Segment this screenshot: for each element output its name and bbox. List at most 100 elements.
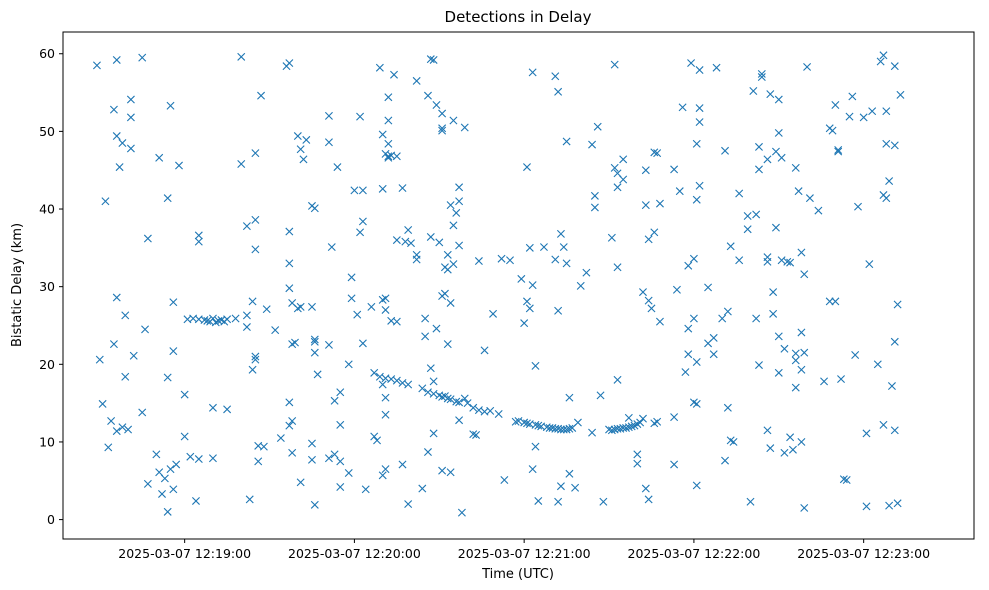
data-point <box>392 152 401 161</box>
data-point <box>257 91 266 100</box>
data-point <box>774 95 783 104</box>
data-point <box>237 160 246 168</box>
data-point <box>692 139 701 148</box>
data-point <box>384 152 393 161</box>
data-point <box>330 396 339 405</box>
chart-title: Detections in Delay <box>445 8 592 26</box>
data-point <box>248 365 257 374</box>
data-point <box>684 350 693 359</box>
data-point <box>571 483 580 492</box>
data-point <box>500 476 509 484</box>
data-point <box>723 403 732 412</box>
data-point <box>638 288 647 297</box>
data-point <box>302 135 311 144</box>
data-point <box>223 315 232 324</box>
data-point <box>695 104 704 113</box>
y-tick-label: 0 <box>47 512 55 527</box>
data-point <box>118 139 127 148</box>
data-point <box>562 259 571 268</box>
data-point <box>743 225 752 234</box>
data-point <box>381 393 390 402</box>
data-point <box>771 223 780 232</box>
data-point <box>525 243 534 252</box>
data-point <box>783 257 792 266</box>
data-point <box>675 187 684 196</box>
data-point <box>208 314 217 323</box>
data-point <box>721 456 730 465</box>
data-point <box>126 113 135 122</box>
data-point <box>828 126 837 135</box>
data-point <box>655 317 664 326</box>
data-point <box>641 166 650 175</box>
data-point <box>109 340 118 349</box>
data-point <box>882 194 891 203</box>
data-point <box>743 212 752 220</box>
data-point <box>285 59 294 68</box>
data-point <box>440 289 449 298</box>
data-point <box>336 420 345 429</box>
data-point <box>879 420 888 429</box>
data-point <box>726 242 735 251</box>
data-point <box>438 466 447 475</box>
data-point <box>763 426 772 435</box>
data-point <box>288 416 297 425</box>
data-point <box>754 361 763 370</box>
data-point <box>112 55 121 64</box>
data-point <box>757 73 766 82</box>
y-tick-label: 40 <box>39 202 55 217</box>
data-point <box>551 72 560 81</box>
data-point <box>692 399 701 408</box>
data-point <box>138 53 147 62</box>
data-point <box>814 206 823 215</box>
data-point <box>865 260 874 269</box>
data-point <box>194 237 203 246</box>
data-point <box>876 57 885 66</box>
data-point <box>752 210 761 219</box>
data-point <box>438 392 447 401</box>
data-point <box>893 300 902 309</box>
data-point <box>681 368 690 377</box>
data-point <box>404 225 413 234</box>
data-point <box>766 90 775 99</box>
x-axis-ticks: 2025-03-07 12:19:00 2025-03-07 12:20:00 20… <box>118 539 930 561</box>
data-point <box>310 500 319 509</box>
data-point <box>890 337 899 346</box>
data-point <box>378 380 387 389</box>
data-point <box>590 203 599 212</box>
data-point <box>313 370 322 379</box>
data-point <box>398 460 407 469</box>
data-point <box>531 442 540 451</box>
data-point <box>627 422 636 431</box>
data-point <box>678 103 687 112</box>
data-point <box>862 429 871 438</box>
data-point <box>333 163 342 172</box>
data-point <box>412 76 421 85</box>
data-point <box>633 459 642 468</box>
x-tick-label: 2025-03-07 12:21:00 <box>458 546 591 561</box>
data-point <box>723 307 732 316</box>
data-point <box>163 373 172 382</box>
data-point <box>605 425 614 434</box>
data-point <box>307 455 316 464</box>
data-point <box>528 465 537 474</box>
data-point <box>336 457 345 466</box>
data-point <box>208 403 217 412</box>
data-point <box>384 116 393 125</box>
data-point <box>254 457 263 466</box>
data-point <box>480 346 489 355</box>
data-point <box>554 87 563 96</box>
data-point <box>418 384 427 393</box>
data-points <box>92 51 905 517</box>
data-point <box>562 137 571 146</box>
data-point <box>296 145 305 154</box>
data-point <box>310 348 319 357</box>
data-point <box>619 155 628 164</box>
data-point <box>647 304 656 313</box>
data-point <box>486 406 495 415</box>
data-point <box>248 297 257 306</box>
data-point <box>879 51 888 60</box>
data-point <box>194 455 203 464</box>
data-point <box>749 87 758 95</box>
data-point <box>780 344 789 353</box>
